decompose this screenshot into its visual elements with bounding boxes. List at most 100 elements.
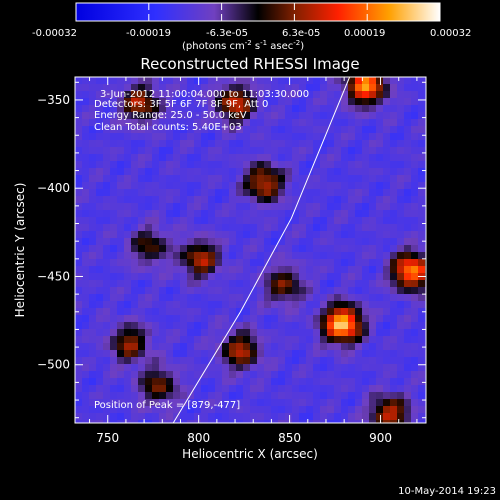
heatmap-cell xyxy=(236,84,244,92)
heatmap-cell xyxy=(397,301,405,309)
heatmap-cell xyxy=(124,140,132,148)
heatmap-cell xyxy=(187,154,195,162)
heatmap-cell xyxy=(201,224,209,232)
heatmap-cell xyxy=(418,245,426,253)
heatmap-cell xyxy=(194,252,202,260)
heatmap-cell xyxy=(236,378,244,386)
heatmap-cell xyxy=(208,252,216,260)
heatmap-cell xyxy=(187,378,195,386)
heatmap-cell xyxy=(334,140,342,148)
heatmap-cell xyxy=(236,252,244,260)
heatmap-cell xyxy=(117,329,125,337)
heatmap-cell xyxy=(96,371,104,379)
heatmap-cell xyxy=(194,196,202,204)
heatmap-cell xyxy=(285,273,293,281)
heatmap-cell xyxy=(257,420,265,423)
heatmap-cell xyxy=(250,84,258,92)
heatmap-cell xyxy=(166,273,174,281)
heatmap-cell xyxy=(215,301,223,309)
heatmap-cell xyxy=(173,322,181,330)
heatmap-cell xyxy=(145,224,153,232)
heatmap-cell xyxy=(152,420,160,423)
heatmap-cell xyxy=(383,224,391,232)
heatmap-cell xyxy=(320,413,328,421)
heatmap-cell xyxy=(264,259,272,267)
heatmap-cell xyxy=(334,336,342,344)
heatmap-cell xyxy=(369,420,377,423)
heatmap-cell xyxy=(306,112,314,120)
heatmap-cell xyxy=(313,322,321,330)
heatmap-cell xyxy=(250,385,258,393)
heatmap-cell xyxy=(131,259,139,267)
heatmap-cell xyxy=(390,252,398,260)
heatmap-cell xyxy=(215,133,223,141)
heatmap-cell xyxy=(264,399,272,407)
heatmap-cell xyxy=(96,91,104,99)
heatmap-cell xyxy=(411,315,419,323)
heatmap-cell xyxy=(138,329,146,337)
heatmap-cell xyxy=(327,245,335,253)
heatmap-cell xyxy=(376,77,384,85)
heatmap-cell xyxy=(390,392,398,400)
heatmap-cell xyxy=(271,238,279,246)
heatmap-cell xyxy=(117,364,125,372)
heatmap-cell xyxy=(236,259,244,267)
heatmap-cell xyxy=(215,231,223,239)
heatmap-cell xyxy=(236,329,244,337)
heatmap-cell xyxy=(355,140,363,148)
heatmap-cell xyxy=(201,84,209,92)
heatmap-cell xyxy=(222,336,230,344)
heatmap-cell xyxy=(187,147,195,155)
heatmap-cell xyxy=(166,147,174,155)
heatmap-cell xyxy=(159,112,167,120)
heatmap-cell xyxy=(376,259,384,267)
heatmap-cell xyxy=(124,322,132,330)
heatmap-cell xyxy=(376,175,384,183)
heatmap-cell xyxy=(285,91,293,99)
heatmap-cell xyxy=(145,308,153,316)
heatmap-cell xyxy=(313,315,321,323)
heatmap-cell xyxy=(201,420,209,423)
heatmap-cell xyxy=(131,287,139,295)
heatmap-cell xyxy=(418,336,426,344)
heatmap-cell xyxy=(397,77,405,85)
heatmap-cell xyxy=(299,266,307,274)
heatmap-cell xyxy=(180,259,188,267)
heatmap-cell xyxy=(215,245,223,253)
heatmap-cell xyxy=(124,112,132,120)
heatmap-cell xyxy=(299,210,307,218)
heatmap-cell xyxy=(292,105,300,113)
heatmap-cell xyxy=(355,168,363,176)
heatmap-cell xyxy=(327,280,335,288)
heatmap-cell xyxy=(362,77,370,85)
heatmap-cell xyxy=(369,231,377,239)
heatmap-cell xyxy=(229,406,237,414)
heatmap-cell xyxy=(334,189,342,197)
heatmap-cell xyxy=(271,91,279,99)
heatmap-cell xyxy=(131,98,139,106)
heatmap-cell xyxy=(110,210,118,218)
heatmap-cell xyxy=(159,231,167,239)
heatmap-cell xyxy=(271,308,279,316)
heatmap-cell xyxy=(390,259,398,267)
heatmap-cell xyxy=(215,210,223,218)
heatmap-cell xyxy=(334,287,342,295)
heatmap-cell xyxy=(369,294,377,302)
heatmap-cell xyxy=(145,245,153,253)
heatmap-cell xyxy=(362,161,370,169)
heatmap-cell xyxy=(341,273,349,281)
heatmap-cell xyxy=(418,140,426,148)
heatmap-cell xyxy=(327,301,335,309)
heatmap-cell xyxy=(173,294,181,302)
heatmap-cell xyxy=(166,350,174,358)
heatmap-cell xyxy=(75,336,83,344)
heatmap-cell xyxy=(180,154,188,162)
heatmap-cell xyxy=(243,161,251,169)
heatmap-cell xyxy=(369,77,377,85)
heatmap-cell xyxy=(82,98,90,106)
heatmap-cell xyxy=(390,126,398,134)
heatmap-cell xyxy=(208,168,216,176)
heatmap-cell xyxy=(166,399,174,407)
heatmap-cell xyxy=(285,203,293,211)
heatmap-cell xyxy=(369,406,377,414)
